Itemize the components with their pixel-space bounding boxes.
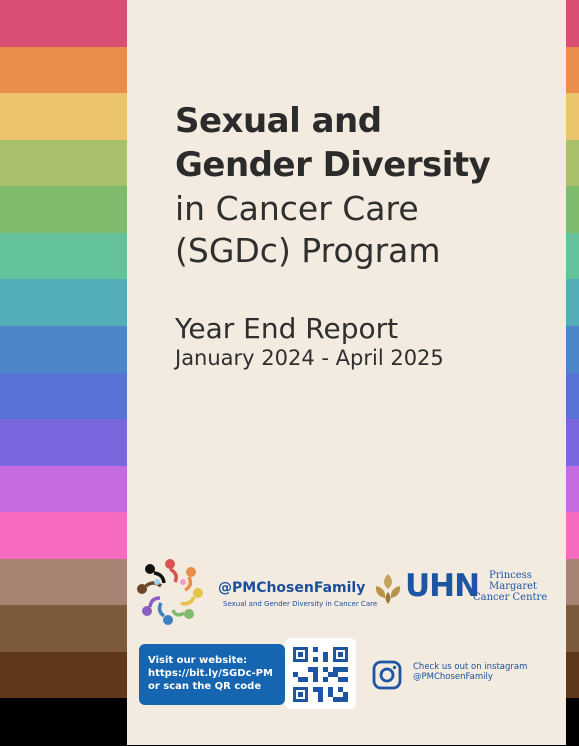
uhn-org-name: Princess Margaret Cancer Centre (473, 570, 547, 603)
instagram-icon[interactable] (372, 660, 402, 690)
uhn-org-line-3: Cancer Centre (473, 592, 548, 603)
chosen-family-handle: @PMChosenFamily (218, 580, 366, 596)
uhn-logo: UHN Princess Margaret Cancer Centre (373, 564, 553, 614)
report-dates: January 2024 - April 2025 (175, 346, 444, 370)
instagram-handle[interactable]: @PMChosenFamily (413, 672, 493, 682)
instagram-text[interactable]: Check us out on instagram @PMChosenFamil… (413, 662, 527, 682)
instagram-line-1: Check us out on instagram (413, 662, 528, 672)
qr-code-icon (293, 647, 348, 702)
uhn-org-line-2: Margaret (489, 581, 538, 592)
chosen-family-logo: @PMChosenFamily Sexual and Gender Divers… (135, 552, 377, 630)
website-callout[interactable]: Visit our website: https://bit.ly/SGDc-P… (139, 644, 285, 705)
report-label: Year End Report (175, 312, 399, 345)
title-line-2: Gender Diversity (175, 145, 491, 185)
title-line-3: in Cancer Care (175, 189, 419, 228)
website-link[interactable]: https://bit.ly/SGDc-PM (148, 668, 273, 679)
title-line-4: (SGDc) Program (175, 231, 441, 270)
cover-panel: Sexual and Gender Diversity in Cancer Ca… (127, 0, 566, 745)
website-line-3: or scan the QR code (148, 681, 262, 692)
uhn-emblem-icon (375, 574, 401, 604)
title-line-1: Sexual and (175, 101, 382, 141)
website-text[interactable]: Visit our website: https://bit.ly/SGDc-P… (148, 654, 273, 693)
qr-code[interactable] (285, 638, 356, 709)
chosen-family-figures-icon (137, 559, 203, 625)
chosen-family-subtitle: Sexual and Gender Diversity in Cancer Ca… (223, 600, 378, 608)
website-line-1: Visit our website: (148, 655, 248, 666)
uhn-wordmark: UHN (405, 568, 480, 604)
uhn-org-line-1: Princess (489, 570, 532, 581)
